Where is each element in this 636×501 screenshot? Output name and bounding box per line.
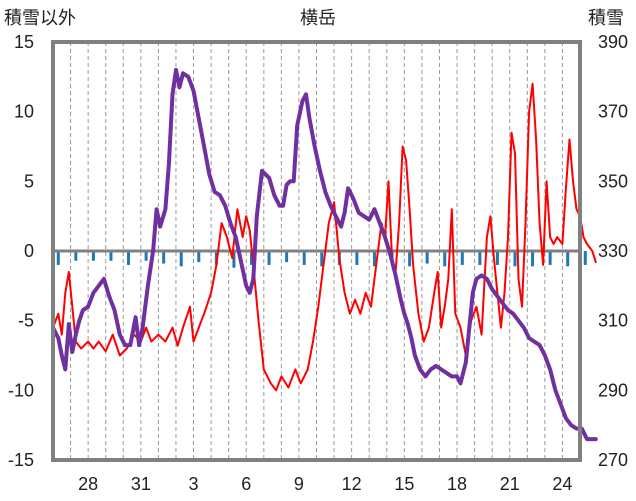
bar [232,251,236,268]
right-axis-title: 積雪 [588,8,624,29]
left-tick-label: -5 [18,311,34,331]
bar [267,251,271,265]
x-tick-label: 18 [447,474,467,494]
purple-line-series [51,67,598,442]
bar [425,251,429,264]
x-tick-label: 12 [342,474,362,494]
left-tick-label: 5 [24,171,34,191]
x-tick-label: 3 [189,474,199,494]
x-tick-label: 31 [131,474,151,494]
bar [566,251,570,267]
bar [127,251,131,265]
bar [495,251,499,265]
right-tick-label: 370 [598,102,628,122]
bar [583,251,587,265]
bar [443,251,447,267]
right-tick-label: 350 [598,171,628,191]
bar [56,251,60,265]
bar [179,251,183,267]
bar [197,251,201,263]
right-axis-tick-labels: 390 370 350 330 310 290 270 [598,32,628,470]
bar [250,251,254,265]
chart-title: 横岳 [300,8,336,29]
left-tick-label: 10 [14,102,34,122]
bar [531,251,535,267]
bar [372,251,376,267]
bar [548,251,552,265]
bar [144,251,148,261]
bar [74,251,78,261]
bar [109,251,113,261]
bar [162,251,166,264]
x-axis-tick-labels: 28 31 3 6 9 12 15 18 21 24 [78,474,572,494]
left-tick-label: 15 [14,32,34,52]
x-tick-label: 9 [294,474,304,494]
bar [91,251,95,261]
bar [478,251,482,265]
red-line-series [52,82,597,392]
bar [355,251,359,265]
x-tick-label: 24 [552,474,572,494]
bar [460,251,464,265]
bar [302,251,306,265]
bar [320,251,324,267]
left-tick-label: -15 [8,450,34,470]
left-axis-title: 積雪以外 [4,8,76,29]
x-tick-label: 21 [500,474,520,494]
right-tick-label: 390 [598,32,628,52]
bar [408,251,412,267]
right-tick-label: 310 [598,311,628,331]
plot-frame [51,40,582,462]
line-series [51,67,598,442]
right-tick-label: 270 [598,450,628,470]
x-tick-label: 6 [241,474,251,494]
bar [513,251,517,267]
x-tick-label: 28 [78,474,98,494]
right-tick-label: 330 [598,241,628,261]
left-axis-tick-labels: 15 10 5 0 -5 -10 -15 [8,32,34,470]
x-tick-label: 15 [394,474,414,494]
right-tick-label: 290 [598,380,628,400]
left-tick-label: -10 [8,380,34,400]
left-tick-label: 0 [24,241,34,261]
bar [285,251,289,263]
